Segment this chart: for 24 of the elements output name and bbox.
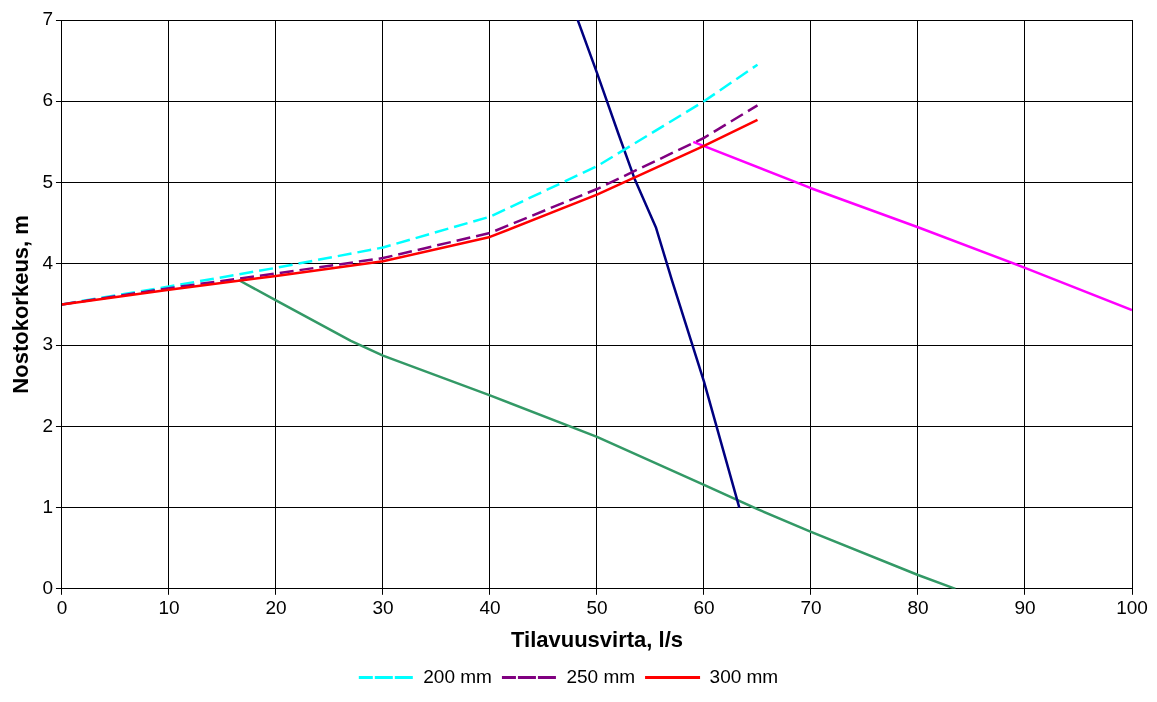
y-axis-title: Nostokorkeus, m <box>8 215 34 394</box>
legend-label: 200 mm <box>423 665 492 687</box>
x-tick-label: 60 <box>693 597 715 619</box>
y-tick-label: 0 <box>42 577 53 599</box>
x-tick-label: 100 <box>1116 597 1148 619</box>
y-tick-label: 5 <box>42 170 53 192</box>
y-tick-label: 7 <box>42 8 53 30</box>
x-tick-label: 30 <box>372 597 394 619</box>
legend-label: 250 mm <box>566 665 636 687</box>
legend-label: 300 mm <box>709 665 779 687</box>
y-tick-label: 4 <box>42 252 54 274</box>
y-tick-label: 6 <box>42 89 53 111</box>
y-tick-label: 1 <box>42 495 53 517</box>
x-tick-label: 50 <box>586 597 608 619</box>
x-tick-label: 70 <box>800 597 822 619</box>
x-axis-title: Tilavuusvirta, l/s <box>510 626 683 652</box>
x-tick-label: 10 <box>158 597 180 619</box>
x-tick-label: 0 <box>56 597 68 619</box>
y-tick-label: 2 <box>42 414 53 436</box>
x-tick-label: 20 <box>265 597 287 619</box>
y-tick-label: 3 <box>42 333 53 355</box>
x-tick-label: 80 <box>907 597 929 619</box>
x-tick-label: 40 <box>479 597 501 619</box>
x-tick-label: 90 <box>1014 597 1036 619</box>
